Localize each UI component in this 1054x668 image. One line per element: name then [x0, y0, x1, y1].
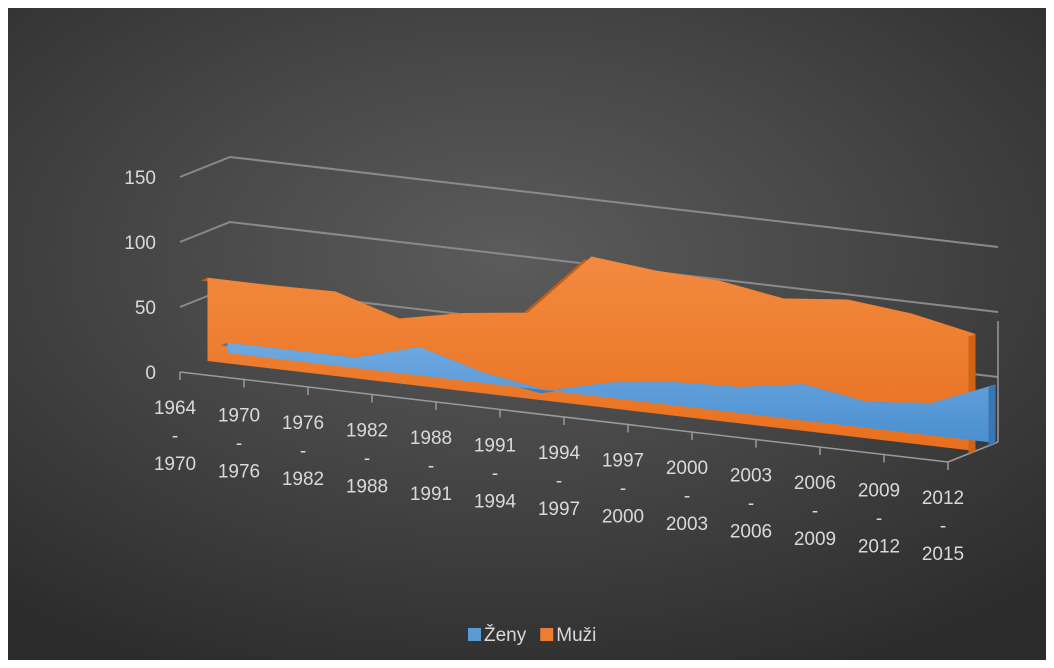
x-tick-label: 1970 -1976 [218, 406, 260, 483]
x-tick-label: 1976 -1982 [282, 413, 324, 490]
x-tick-label: 1964 -1970 [154, 398, 197, 475]
y-tick-label: 50 [135, 298, 156, 319]
x-tick-label: 1991 -1994 [474, 436, 517, 513]
legend-swatch-Ženy [468, 628, 481, 641]
y-tick-label: 100 [124, 233, 156, 254]
x-tick-label: 2000 -2003 [666, 458, 708, 535]
chart-area: 0 50 100 150 1964 -1970 1970 -1976 1976 -1982 198… [8, 8, 1046, 660]
series-end-Ženy [988, 384, 996, 446]
depth-axis-line [947, 441, 999, 463]
series-area-Ženy [227, 342, 996, 443]
x-tick-label: 1994 -1997 [538, 443, 581, 520]
gridline [179, 155, 999, 248]
x-tick-label: 2009 -2012 [858, 481, 900, 558]
x-tick-label: 2003 -2006 [730, 466, 772, 543]
y-tick-label: 150 [124, 168, 156, 189]
legend-label-Muži: Muži [556, 625, 596, 646]
x-tick-label: 1982 -1988 [346, 421, 388, 498]
y-tick-label: 0 [145, 363, 156, 384]
x-tick-label: 2006 -2009 [794, 473, 836, 550]
x-tick-label: 1988 -1991 [410, 428, 452, 505]
x-tick-label: 1997 -2000 [602, 451, 644, 528]
gridline [179, 220, 999, 313]
legend-swatch-Muži [540, 628, 554, 641]
x-tick-label: 2012 -2015 [922, 488, 964, 565]
legend-label-Ženy: Ženy [484, 624, 527, 646]
area-chart-3d: 0 50 100 150 1964 -1970 1970 -1976 1976 -1982 198… [124, 155, 999, 646]
